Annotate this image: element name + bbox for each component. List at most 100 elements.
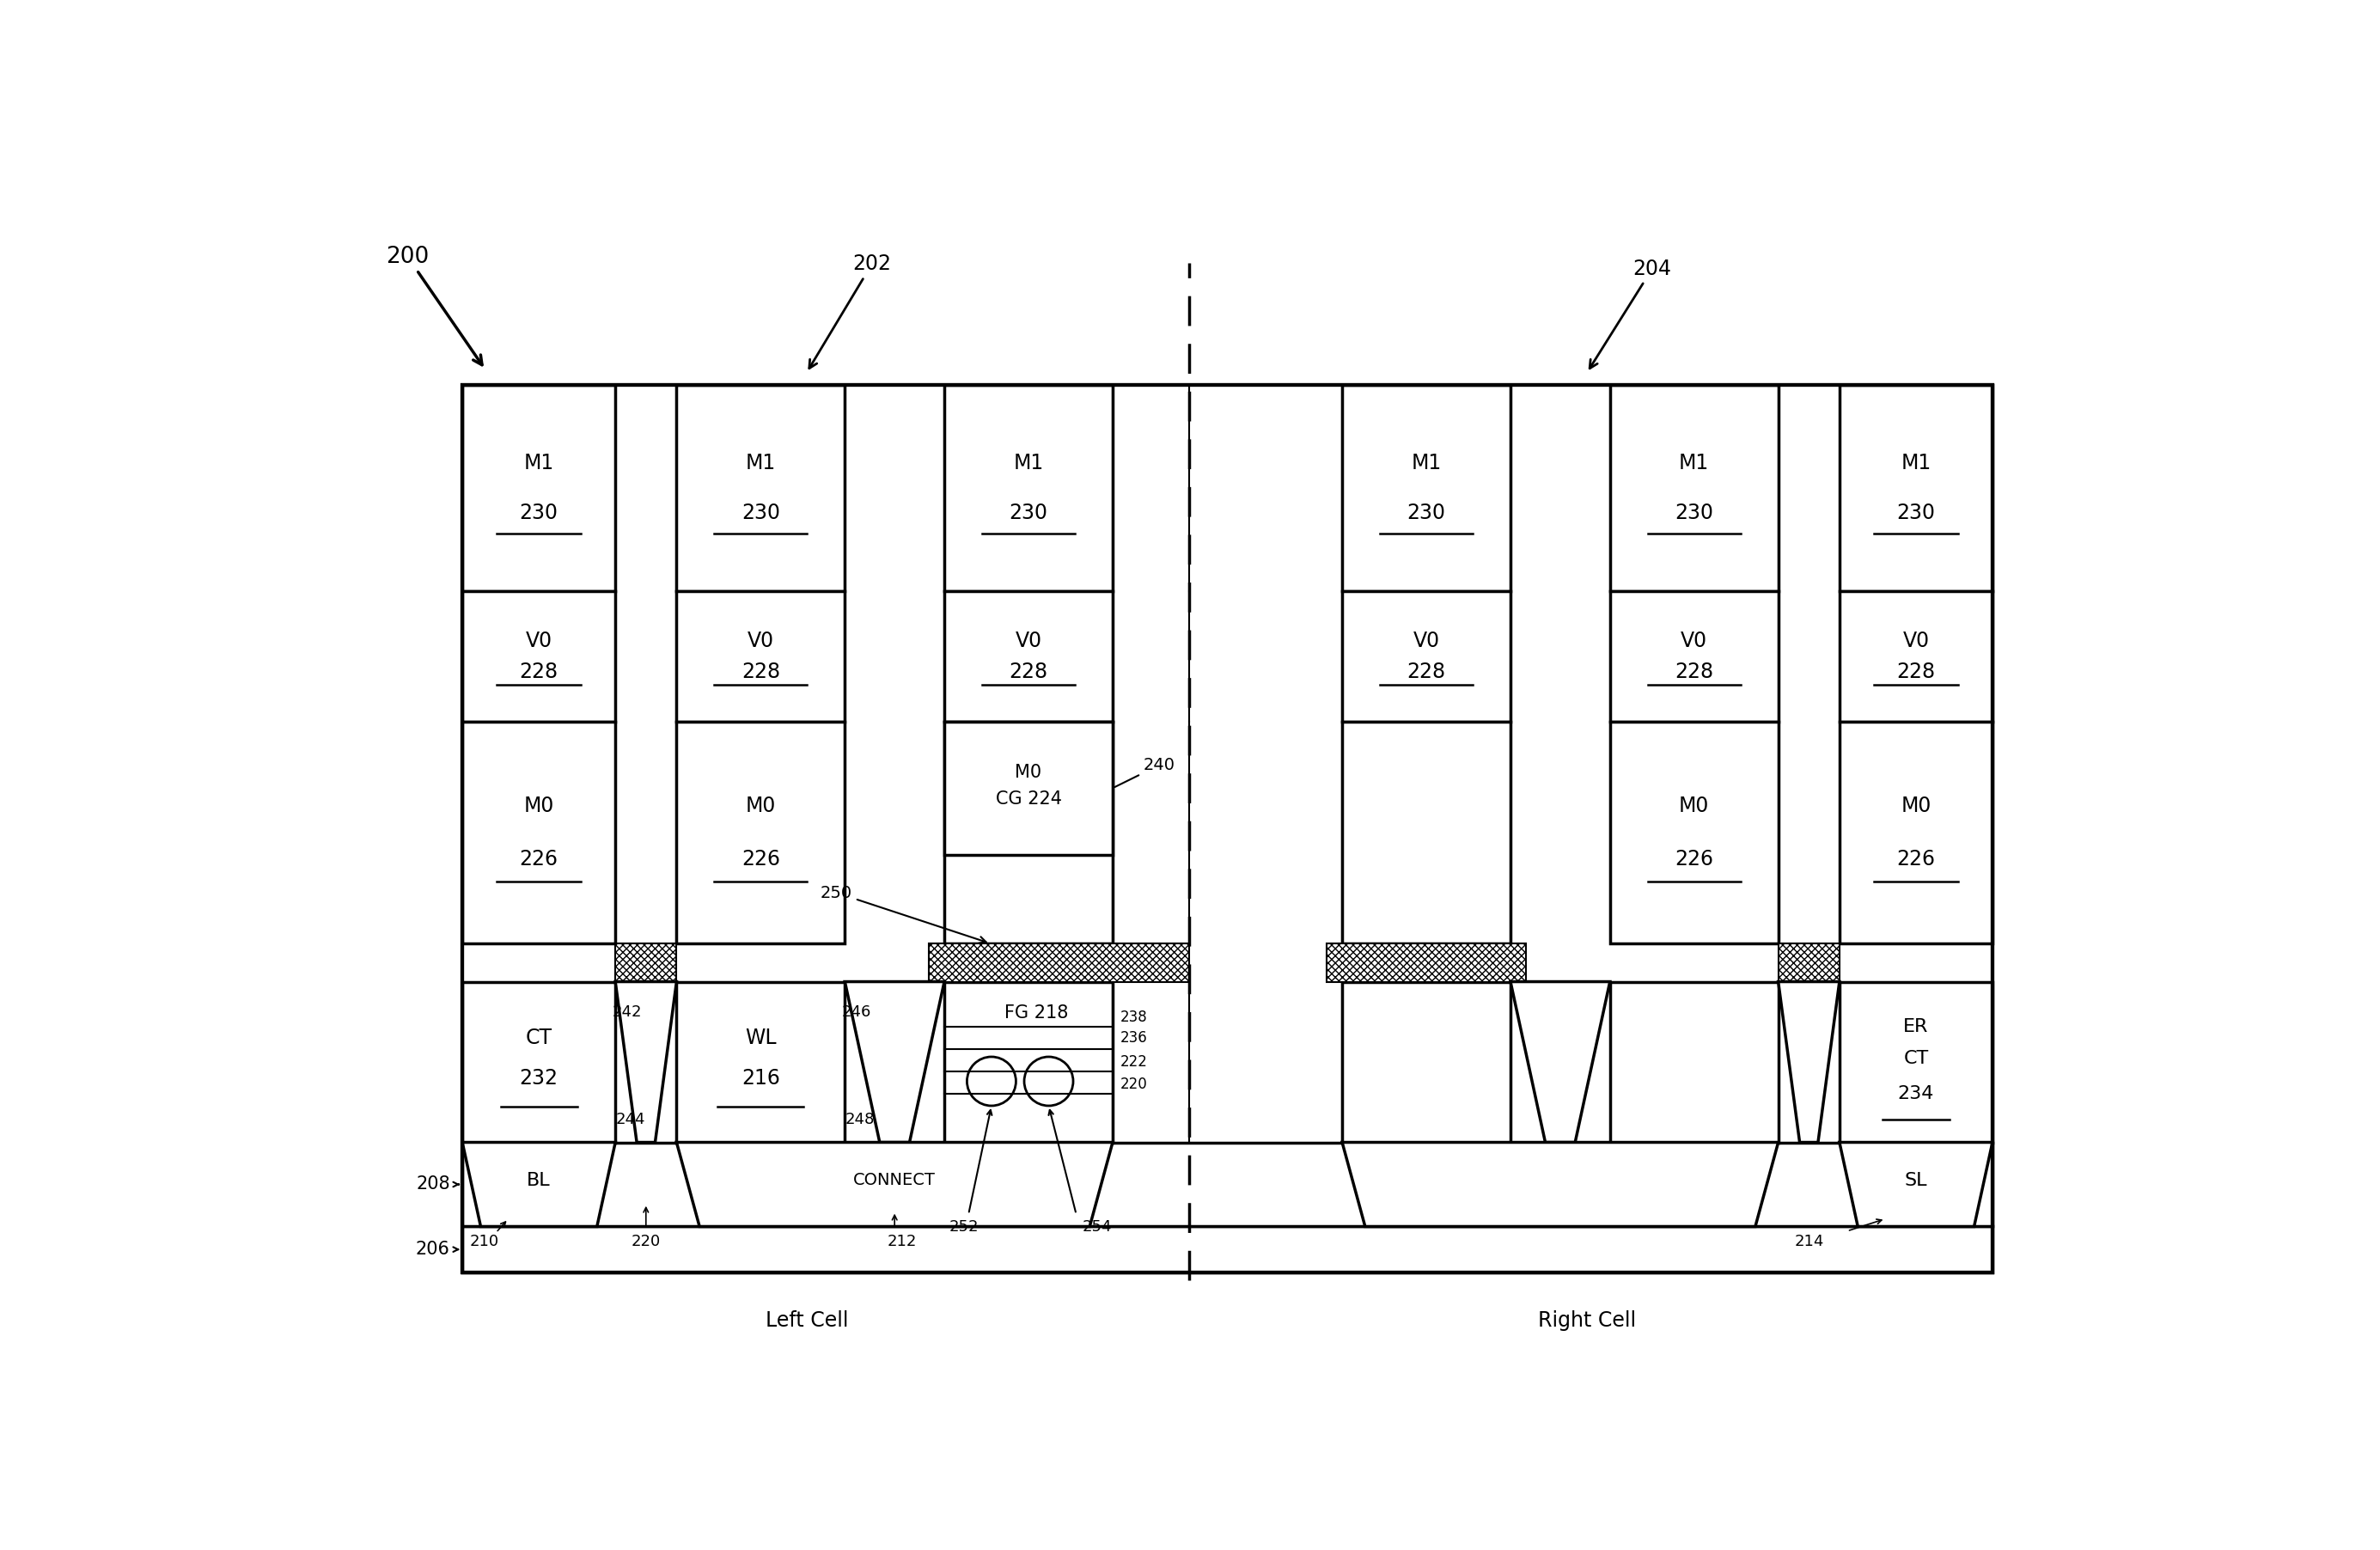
Text: 216: 216 — [743, 1068, 781, 1088]
Polygon shape — [462, 1142, 616, 1226]
Text: V0: V0 — [1414, 631, 1440, 651]
Text: FG 218: FG 218 — [1004, 1004, 1069, 1021]
Text: 204: 204 — [1590, 259, 1671, 369]
Bar — [1342, 592, 1511, 722]
Bar — [462, 722, 616, 944]
Text: 230: 230 — [1407, 502, 1445, 524]
Bar — [945, 384, 1111, 592]
Text: 228: 228 — [1009, 662, 1047, 682]
Text: V0: V0 — [1902, 631, 1930, 651]
Text: 230: 230 — [743, 502, 781, 524]
Text: M0: M0 — [745, 795, 776, 817]
Polygon shape — [1511, 981, 1609, 1142]
Text: ER: ER — [1904, 1018, 1928, 1035]
Text: 212: 212 — [888, 1234, 916, 1249]
Bar — [945, 722, 1111, 854]
Text: CT: CT — [1904, 1051, 1928, 1068]
Bar — [462, 981, 616, 1142]
Text: SL: SL — [1904, 1172, 1928, 1189]
Polygon shape — [1342, 1142, 1778, 1226]
Bar — [676, 981, 845, 1142]
Text: Right Cell: Right Cell — [1537, 1311, 1635, 1331]
Text: 238: 238 — [1121, 1009, 1147, 1025]
Text: 230: 230 — [1897, 502, 1935, 524]
Bar — [462, 1142, 1992, 1226]
Bar — [1840, 722, 1992, 944]
Text: 206: 206 — [416, 1242, 450, 1259]
Text: WL: WL — [745, 1028, 776, 1048]
Text: 208: 208 — [416, 1176, 450, 1194]
Text: V0: V0 — [526, 631, 552, 651]
Text: 200: 200 — [386, 245, 483, 364]
Bar — [462, 592, 616, 722]
Text: 226: 226 — [1676, 849, 1714, 870]
Bar — [928, 944, 1190, 981]
Text: M0: M0 — [524, 795, 555, 817]
Text: M1: M1 — [1014, 453, 1042, 474]
Text: CG 224: CG 224 — [995, 790, 1061, 808]
Text: CT: CT — [526, 1028, 552, 1048]
Text: 230: 230 — [1009, 502, 1047, 524]
Text: 228: 228 — [1407, 662, 1445, 682]
Text: 240: 240 — [1114, 756, 1176, 787]
Text: M0: M0 — [1678, 795, 1709, 817]
Text: 226: 226 — [519, 849, 559, 870]
Bar — [1609, 592, 1778, 722]
Text: M1: M1 — [745, 453, 776, 474]
Text: V0: V0 — [747, 631, 774, 651]
Text: 226: 226 — [1897, 849, 1935, 870]
Bar — [1328, 944, 1526, 981]
Text: M1: M1 — [1902, 453, 1930, 474]
Text: 214: 214 — [1795, 1234, 1823, 1249]
Text: BL: BL — [526, 1172, 550, 1189]
Text: 228: 228 — [740, 662, 781, 682]
Text: 230: 230 — [519, 502, 559, 524]
Bar — [945, 592, 1111, 722]
Text: 226: 226 — [743, 849, 781, 870]
Text: 220: 220 — [631, 1234, 662, 1249]
Text: CONNECT: CONNECT — [854, 1172, 935, 1189]
Polygon shape — [616, 981, 676, 1142]
Text: M1: M1 — [524, 453, 555, 474]
Text: 228: 228 — [1676, 662, 1714, 682]
Text: 228: 228 — [519, 662, 559, 682]
Text: 254: 254 — [1083, 1218, 1111, 1234]
Polygon shape — [845, 981, 945, 1142]
Bar — [1609, 981, 1778, 1142]
Text: 250: 250 — [821, 885, 985, 942]
Text: M1: M1 — [1678, 453, 1709, 474]
Text: 202: 202 — [809, 254, 890, 369]
Bar — [616, 944, 676, 981]
Bar — [945, 981, 1111, 1142]
Text: M1: M1 — [1411, 453, 1442, 474]
Text: 242: 242 — [612, 1004, 643, 1020]
Text: Left Cell: Left Cell — [764, 1311, 847, 1331]
Text: M0: M0 — [1902, 795, 1930, 817]
Bar — [676, 384, 845, 592]
Bar — [1609, 722, 1778, 944]
Text: 234: 234 — [1897, 1085, 1935, 1102]
Text: 232: 232 — [519, 1068, 559, 1088]
Bar — [676, 592, 845, 722]
Bar — [676, 722, 845, 944]
Text: 210: 210 — [469, 1234, 500, 1249]
Text: 246: 246 — [843, 1004, 871, 1020]
Text: 236: 236 — [1121, 1031, 1147, 1046]
Bar — [1342, 722, 1511, 944]
Bar — [945, 722, 1111, 944]
Text: M0: M0 — [1016, 764, 1042, 781]
Bar — [1840, 592, 1992, 722]
Bar — [1778, 944, 1840, 981]
Polygon shape — [676, 1142, 1111, 1226]
Bar — [1342, 981, 1511, 1142]
Bar — [462, 384, 1992, 1273]
Text: 230: 230 — [1676, 502, 1714, 524]
Bar — [462, 384, 616, 592]
Bar — [1840, 384, 1992, 592]
Bar — [1840, 981, 1992, 1142]
Text: 248: 248 — [845, 1111, 873, 1127]
Text: 222: 222 — [1121, 1054, 1147, 1069]
Text: 220: 220 — [1121, 1077, 1147, 1093]
Polygon shape — [1778, 981, 1840, 1142]
Polygon shape — [1840, 1142, 1992, 1226]
